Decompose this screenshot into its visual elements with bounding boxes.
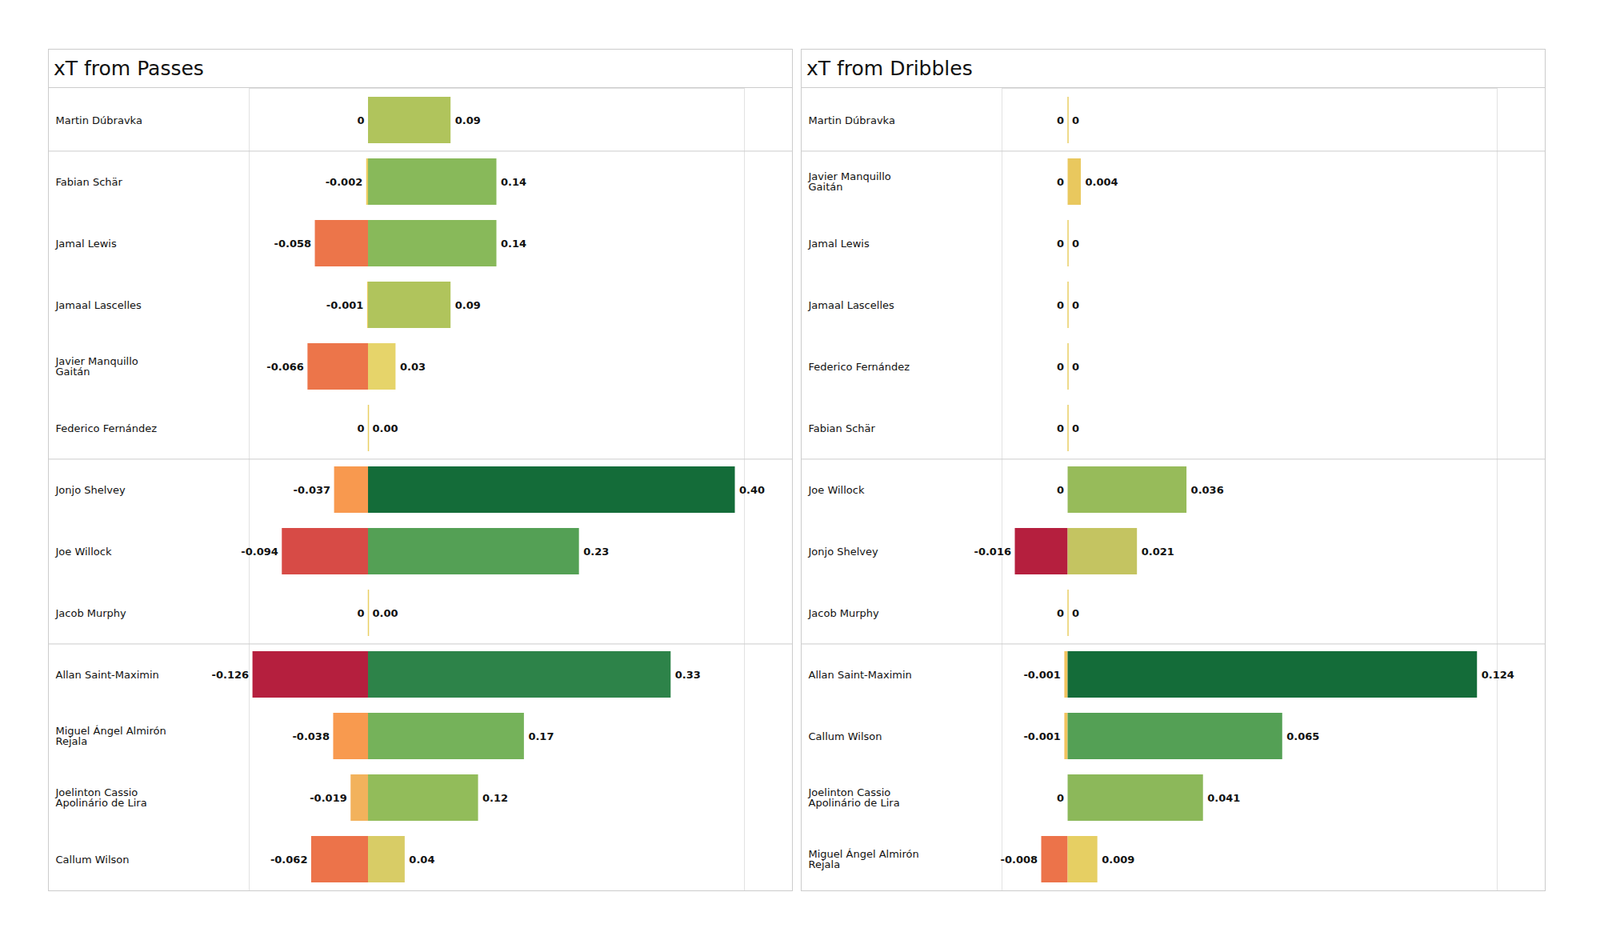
svg-text:0: 0 (1056, 237, 1064, 250)
svg-text:0.40: 0.40 (739, 484, 765, 496)
svg-text:0.124: 0.124 (1481, 668, 1515, 681)
svg-text:Jacob Murphy: Jacob Murphy (808, 607, 880, 620)
svg-text:Javier ManquilloGaitán: Javier ManquilloGaitán (55, 355, 139, 378)
svg-text:Martin Dúbravka: Martin Dúbravka (808, 114, 896, 127)
svg-text:Jonjo Shelvey: Jonjo Shelvey (808, 545, 880, 558)
svg-text:Federico Fernández: Federico Fernández (808, 360, 911, 373)
svg-text:-0.002: -0.002 (325, 176, 364, 188)
svg-text:0.09: 0.09 (455, 299, 481, 312)
svg-text:Miguel Ángel AlmirónRejala: Miguel Ángel AlmirónRejala (808, 848, 920, 871)
svg-text:-0.126: -0.126 (212, 668, 250, 681)
svg-text:-0.001: -0.001 (326, 299, 364, 312)
svg-text:Joelinton CassioApolinário de: Joelinton CassioApolinário de Lira (55, 786, 148, 809)
svg-text:-0.066: -0.066 (266, 360, 304, 373)
svg-text:0.041: 0.041 (1207, 792, 1240, 804)
svg-text:-0.001: -0.001 (1023, 668, 1061, 681)
svg-text:0.17: 0.17 (528, 730, 554, 743)
svg-text:Jamaal Lascelles: Jamaal Lascelles (55, 299, 142, 312)
svg-text:0: 0 (1072, 114, 1080, 127)
svg-text:0.14: 0.14 (500, 237, 527, 250)
svg-text:Jamaal Lascelles: Jamaal Lascelles (808, 299, 895, 312)
svg-text:Joe Willock: Joe Willock (808, 484, 865, 496)
svg-text:Martin Dúbravka: Martin Dúbravka (56, 114, 143, 127)
svg-text:-0.019: -0.019 (309, 792, 348, 804)
svg-text:Allan Saint-Maximin: Allan Saint-Maximin (56, 668, 160, 681)
svg-text:0: 0 (1056, 607, 1064, 620)
svg-text:-0.094: -0.094 (240, 545, 279, 558)
svg-text:-0.058: -0.058 (274, 237, 312, 250)
svg-text:0: 0 (1072, 237, 1080, 250)
svg-text:Joe Willock: Joe Willock (55, 545, 112, 558)
svg-text:0: 0 (1072, 422, 1080, 435)
svg-text:0: 0 (356, 607, 364, 620)
html-text:xT from Passes: xT from Passes (53, 56, 204, 80)
svg-text:0: 0 (1056, 299, 1064, 312)
svg-text:0.33: 0.33 (675, 668, 701, 681)
svg-text:Jamal Lewis: Jamal Lewis (55, 237, 117, 250)
svg-text:0: 0 (356, 422, 364, 435)
svg-text:0.04: 0.04 (408, 853, 435, 866)
svg-text:Allan Saint-Maximin: Allan Saint-Maximin (808, 668, 912, 681)
svg-text:0: 0 (1072, 299, 1080, 312)
html-text:xT from Dribbles: xT from Dribbles (806, 56, 973, 80)
svg-text:Fabian Schär: Fabian Schär (808, 422, 876, 435)
svg-text:0: 0 (1072, 360, 1080, 373)
svg-text:0.009: 0.009 (1101, 853, 1135, 866)
svg-text:-0.037: -0.037 (293, 484, 332, 496)
svg-text:Miguel Ángel AlmirónRejala: Miguel Ángel AlmirónRejala (56, 724, 167, 748)
svg-text:0: 0 (1056, 176, 1064, 188)
svg-text:0: 0 (1056, 114, 1064, 127)
svg-text:0.036: 0.036 (1191, 484, 1224, 496)
svg-text:Callum Wilson: Callum Wilson (808, 730, 883, 743)
svg-text:0.14: 0.14 (500, 176, 527, 188)
svg-text:0.00: 0.00 (372, 607, 399, 620)
svg-text:0.12: 0.12 (482, 792, 508, 804)
svg-text:0: 0 (1056, 484, 1064, 496)
svg-text:Joelinton CassioApolinário de: Joelinton CassioApolinário de Lira (808, 786, 900, 809)
svg-text:-0.062: -0.062 (270, 853, 308, 866)
svg-text:-0.016: -0.016 (973, 545, 1012, 558)
svg-text:Javier ManquilloGaitán: Javier ManquilloGaitán (808, 170, 892, 193)
svg-text:0.00: 0.00 (372, 422, 399, 435)
svg-text:Fabian Schär: Fabian Schär (56, 176, 124, 188)
svg-text:Jacob Murphy: Jacob Murphy (55, 607, 128, 620)
svg-text:Federico Fernández: Federico Fernández (56, 422, 158, 435)
svg-text:-0.038: -0.038 (292, 730, 330, 743)
svg-text:0: 0 (1072, 607, 1080, 620)
svg-text:-0.001: -0.001 (1023, 730, 1061, 743)
svg-text:0.021: 0.021 (1141, 545, 1175, 558)
svg-text:-0.008: -0.008 (1000, 853, 1039, 866)
svg-text:Jamal Lewis: Jamal Lewis (808, 237, 870, 250)
svg-text:0: 0 (356, 114, 364, 127)
svg-text:0.23: 0.23 (583, 545, 609, 558)
svg-text:0.004: 0.004 (1085, 176, 1119, 188)
svg-text:0: 0 (1056, 360, 1064, 373)
svg-text:0: 0 (1056, 422, 1064, 435)
svg-text:0.09: 0.09 (455, 114, 481, 127)
svg-text:Jonjo Shelvey: Jonjo Shelvey (55, 484, 127, 496)
svg-text:0.065: 0.065 (1286, 730, 1320, 743)
svg-text:0.03: 0.03 (400, 360, 426, 373)
svg-text:Callum Wilson: Callum Wilson (56, 853, 130, 866)
svg-text:0: 0 (1056, 792, 1064, 804)
